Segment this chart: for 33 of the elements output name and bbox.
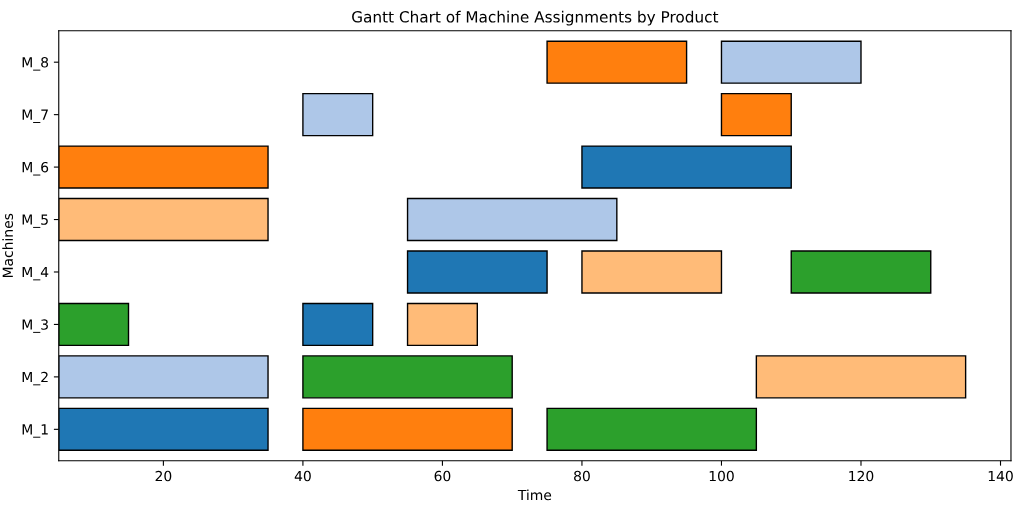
bar (302, 92, 374, 137)
bar (790, 250, 932, 294)
bar (406, 250, 548, 294)
bar (546, 40, 688, 84)
x-tick-label: 120 (849, 470, 874, 482)
bar (302, 407, 513, 452)
y-tick-label: M_3 (22, 319, 48, 333)
y-tick-label: M_4 (22, 266, 49, 281)
x-tick-label: 60 (434, 470, 451, 482)
chart-title: Gantt Chart of Machine Assignments by Product (352, 10, 719, 26)
bar (581, 145, 792, 189)
bar (581, 250, 723, 294)
bar (546, 407, 758, 452)
y-tick-label: M_6 (22, 161, 49, 176)
x-tick-label: 80 (574, 470, 590, 482)
x-tick-label: 20 (155, 470, 172, 482)
bar (302, 302, 374, 347)
x-tick-label: 140 (988, 470, 1013, 482)
bar (755, 355, 967, 399)
y-tick-label: M_2 (22, 371, 48, 386)
x-axis-title: Time (517, 489, 552, 501)
bar (302, 355, 513, 399)
x-tick-label: 100 (709, 470, 734, 482)
bar (720, 92, 792, 137)
y-tick-label: M_5 (22, 214, 48, 228)
y-axis-title: Machines (2, 213, 14, 278)
bar (406, 302, 479, 347)
y-tick-label: M_1 (22, 424, 48, 438)
x-tick-label: 40 (294, 470, 311, 482)
bar (406, 197, 618, 242)
y-tick-label: M_8 (22, 57, 49, 71)
y-tick-label: M_7 (22, 109, 48, 123)
bar (720, 40, 862, 84)
